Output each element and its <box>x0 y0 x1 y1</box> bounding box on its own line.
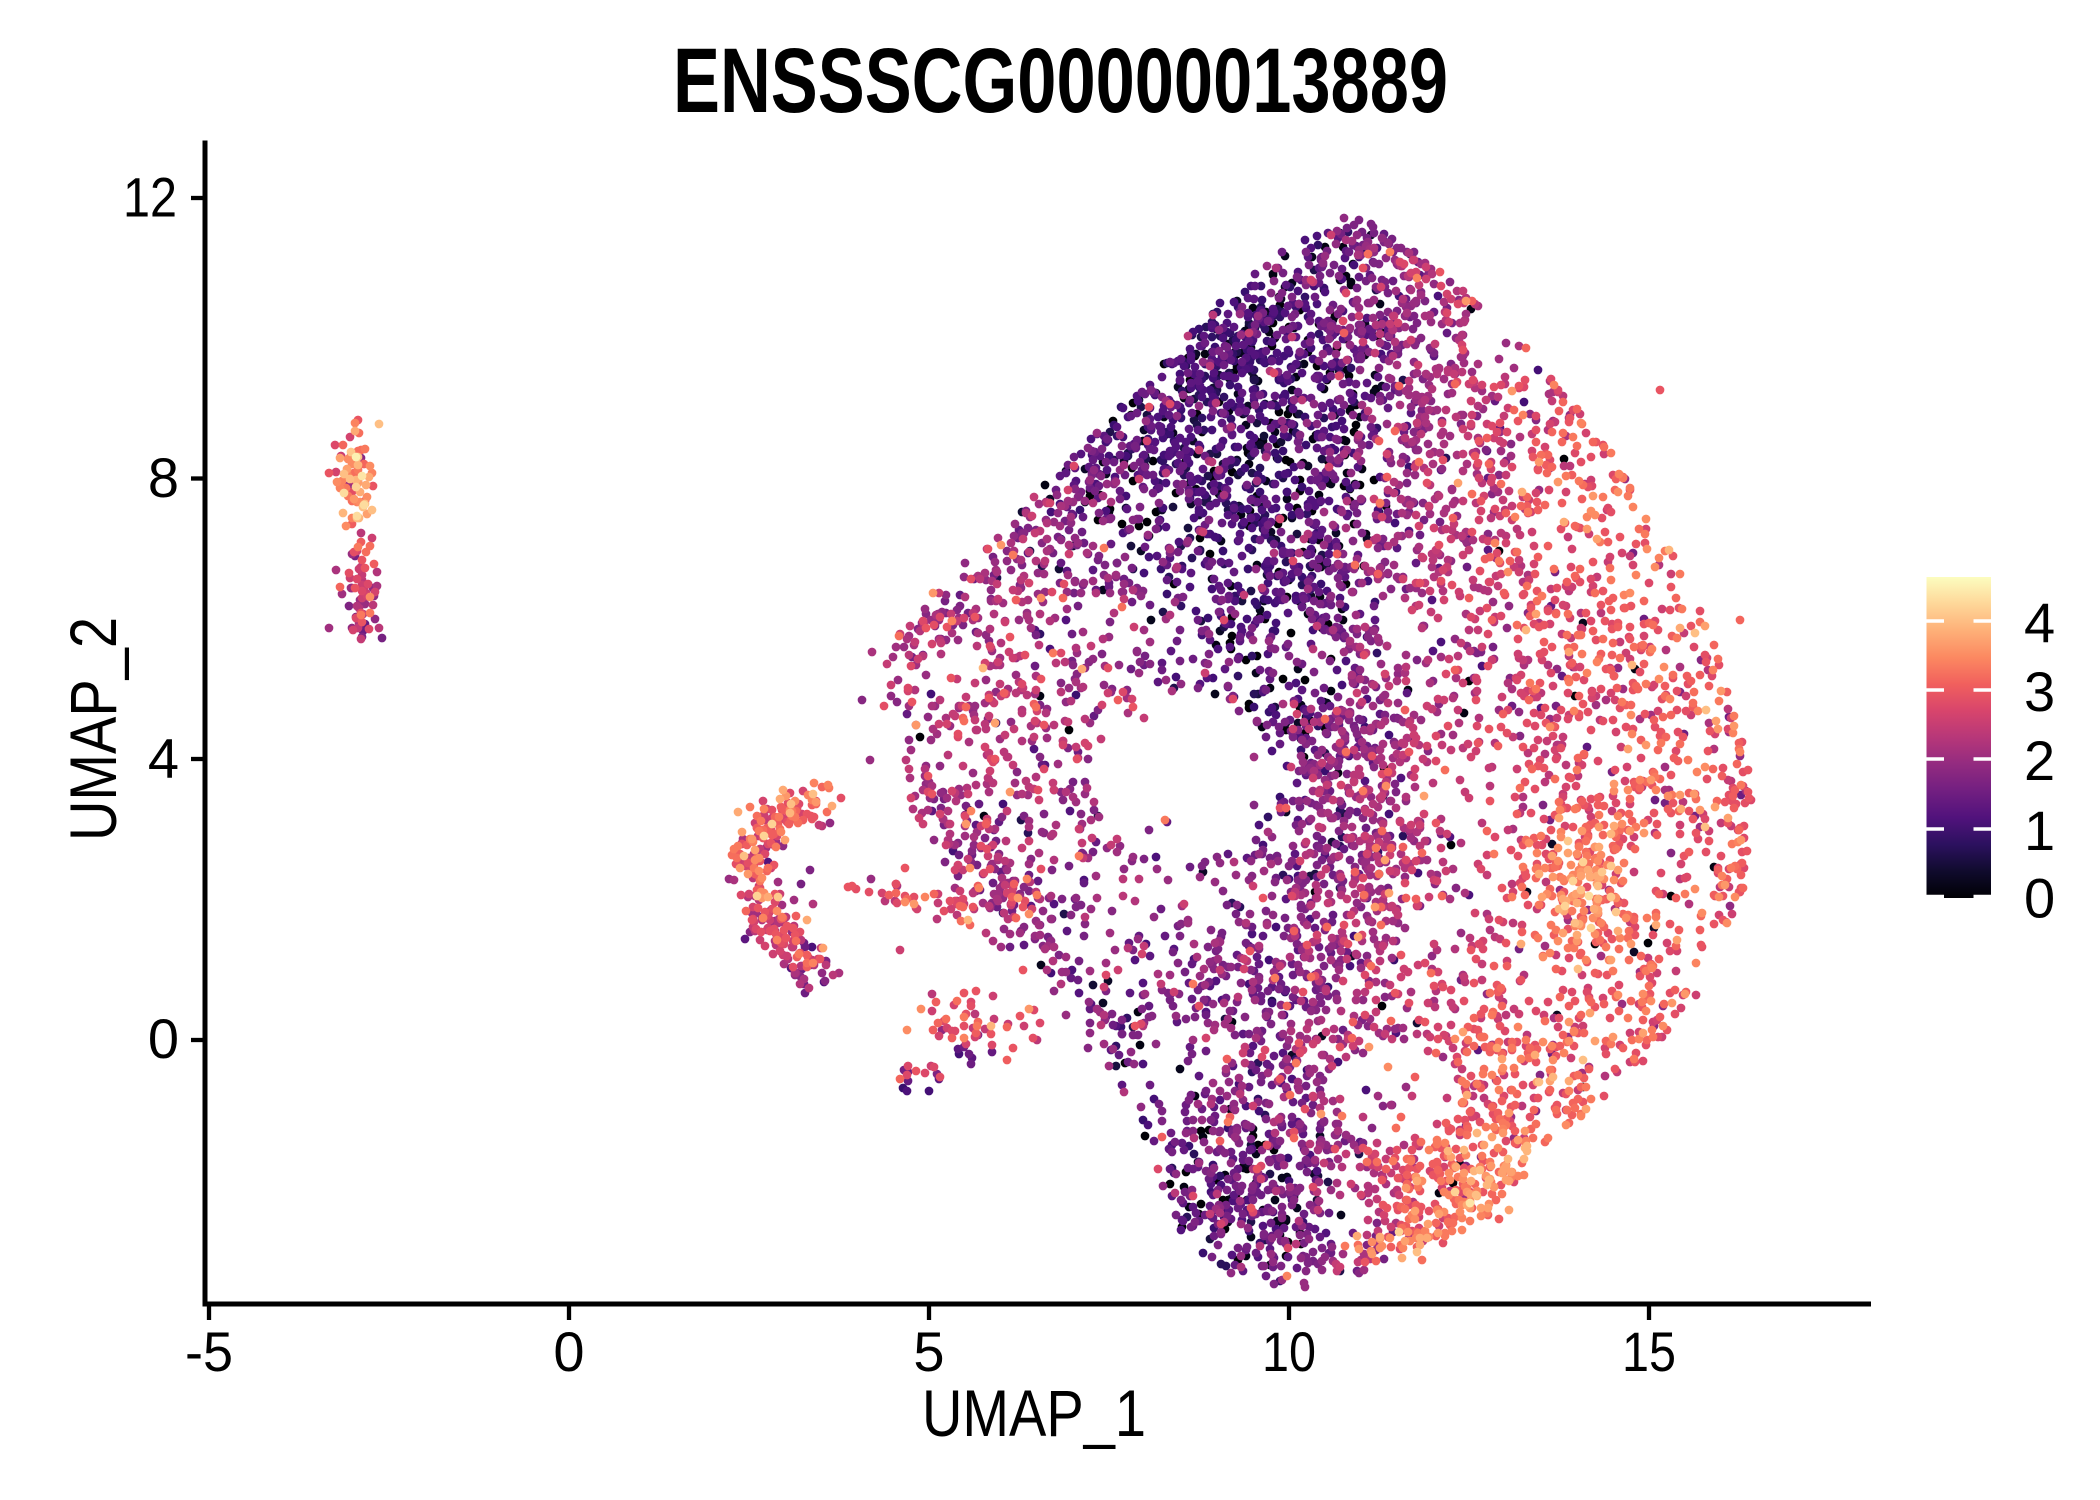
svg-text:1: 1 <box>2024 799 2055 862</box>
svg-text:8: 8 <box>148 446 179 509</box>
svg-text:4: 4 <box>148 727 179 790</box>
svg-text:0: 0 <box>2024 867 2055 930</box>
svg-text:-5: -5 <box>185 1320 233 1383</box>
svg-text:0: 0 <box>553 1320 584 1383</box>
svg-text:3: 3 <box>2024 660 2055 723</box>
svg-text:0: 0 <box>148 1007 179 1070</box>
svg-text:4: 4 <box>2024 591 2055 654</box>
svg-text:UMAP_2: UMAP_2 <box>56 617 130 841</box>
svg-text:ENSSSCG00000013889: ENSSSCG00000013889 <box>673 30 1448 132</box>
svg-text:5: 5 <box>913 1320 944 1383</box>
svg-text:15: 15 <box>1622 1320 1676 1383</box>
svg-text:10: 10 <box>1262 1320 1316 1383</box>
svg-text:2: 2 <box>2024 729 2055 792</box>
svg-text:UMAP_1: UMAP_1 <box>922 1376 1146 1450</box>
svg-text:12: 12 <box>123 166 177 229</box>
